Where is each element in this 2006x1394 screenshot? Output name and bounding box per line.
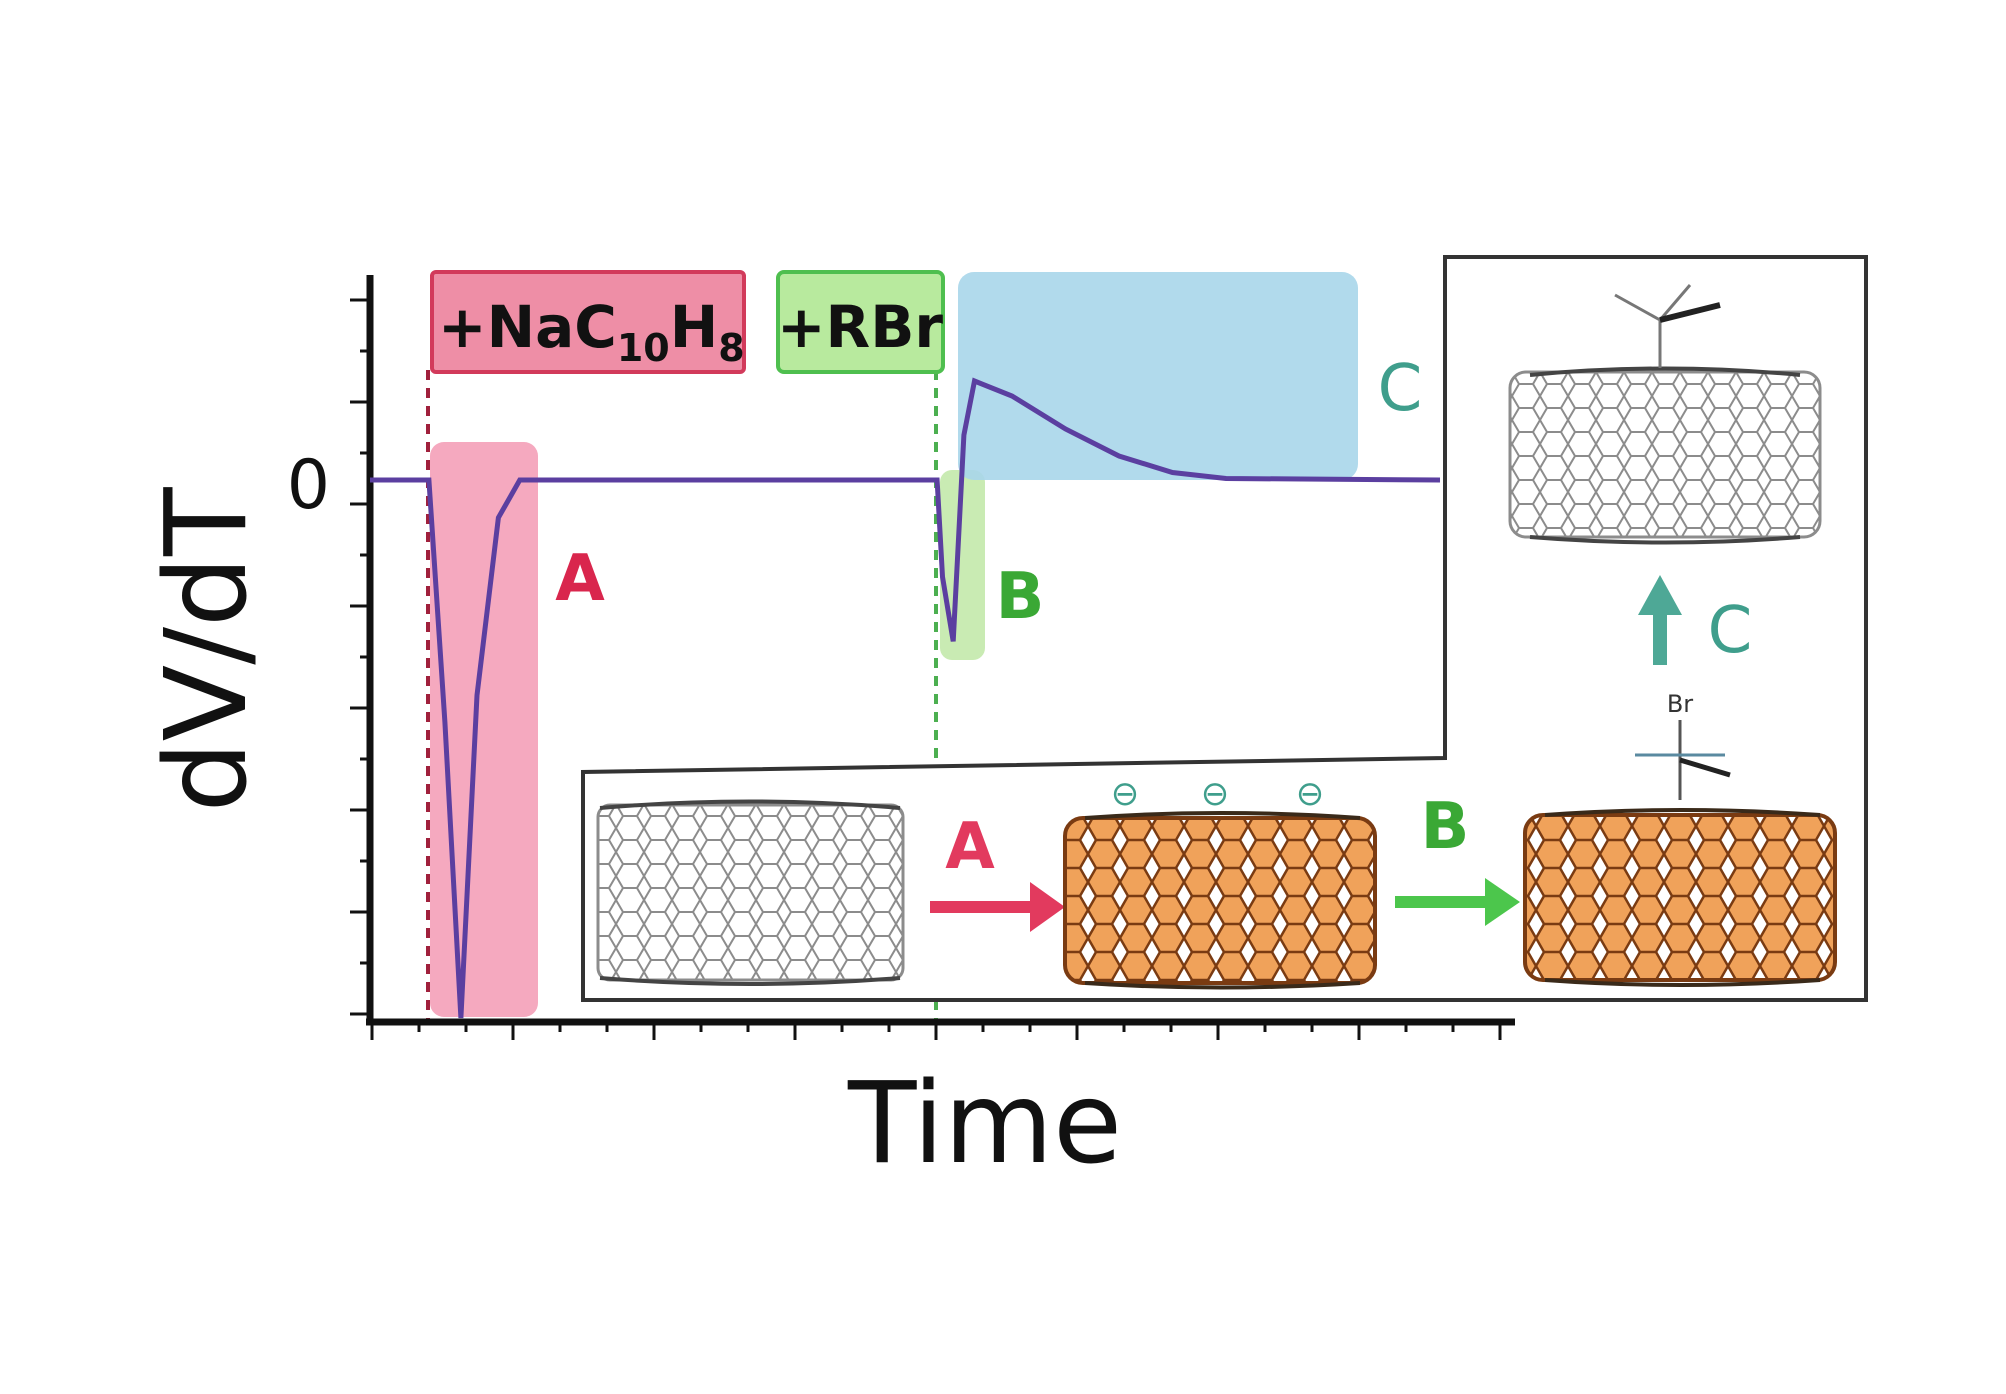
arrow-b-label: B xyxy=(1421,790,1470,864)
charge-symbol-2: ⊖ xyxy=(1201,774,1230,814)
region-a-label: A xyxy=(555,542,605,616)
reagent-1-box xyxy=(430,270,746,374)
charge-symbol-1: ⊖ xyxy=(1111,774,1140,814)
nanotube-charged xyxy=(1063,811,1377,990)
region-b-label: B xyxy=(996,560,1045,634)
axis-ticks xyxy=(350,298,1502,1040)
y-axis-label: dV/dT xyxy=(142,487,272,813)
data-curve xyxy=(370,377,1441,1019)
x-axis-label: Time xyxy=(847,1059,1122,1189)
arrow-c-label: C xyxy=(1708,594,1753,668)
region-c-shade xyxy=(958,272,1358,480)
arrow-b xyxy=(1395,878,1520,926)
nanotube-neutral xyxy=(596,799,905,986)
arrow-a-label: A xyxy=(945,810,995,884)
region-b-shade xyxy=(940,470,985,660)
reagent-2-label: +RBr xyxy=(777,293,943,361)
reagent-1-label: +NaC10H8 xyxy=(438,293,745,370)
reagent-2-box xyxy=(776,270,945,374)
arrow-a xyxy=(930,882,1065,932)
region-a-shade xyxy=(430,442,538,1017)
y-zero-label: 0 xyxy=(287,446,330,525)
nanotube-rbr xyxy=(1523,720,1837,987)
arrow-c xyxy=(1638,575,1682,665)
nanotube-functionalized xyxy=(1508,284,1822,545)
charge-symbol-3: ⊖ xyxy=(1296,774,1325,814)
region-c-label: C xyxy=(1378,352,1423,426)
bromine-label: Br xyxy=(1667,690,1693,718)
